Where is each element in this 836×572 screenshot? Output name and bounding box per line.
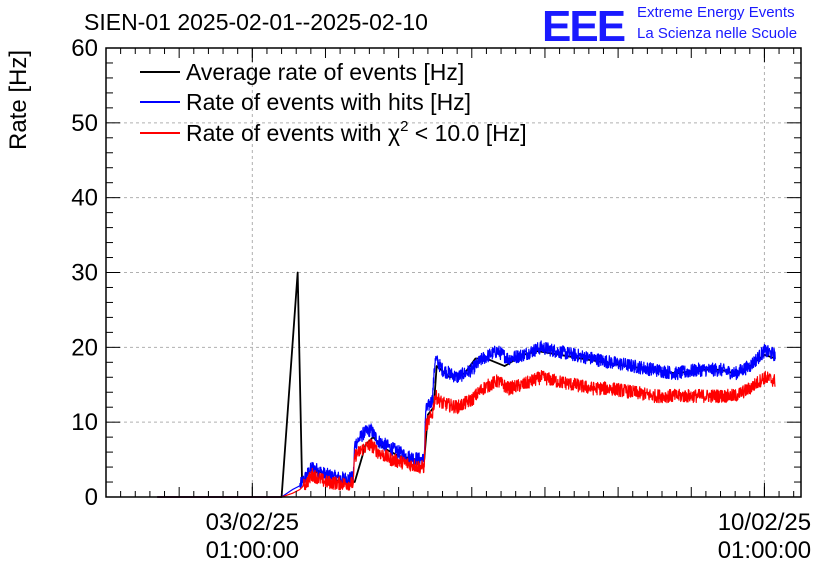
series-line-0 [157,271,776,498]
y-tick-label: 20 [71,334,98,361]
chart-legend: Average rate of events [Hz] Rate of event… [140,59,527,146]
y-tick-label: 40 [71,185,98,212]
series-line-2 [156,370,776,498]
y-tick-label: 0 [85,484,98,511]
logo-caption-line2: La Scienza nelle Scuole [637,25,798,42]
eee-logo: EEE [542,2,626,51]
legend-label-2: Rate of events with χ2 < 10.0 [Hz] [186,118,527,146]
chart-series [156,271,776,498]
x-tick-label-time: 01:00:00 [206,537,299,564]
x-tick-label-time: 01:00:00 [718,537,811,564]
y-tick-label: 30 [71,260,98,287]
legend-label-1: Rate of events with hits [Hz] [186,89,471,115]
chart-axes: 010203040506003/02/2501:00:0010/02/2501:… [71,35,811,564]
y-axis-label: Rate [Hz] [5,50,32,150]
plot-frame [105,47,802,498]
legend-label-0: Average rate of events [Hz] [186,59,464,85]
logo-caption-line1: Extreme Energy Events [637,4,795,21]
chart-grid [106,48,801,497]
y-tick-label: 50 [71,110,98,137]
y-tick-label: 60 [71,35,98,62]
chart-title: SIEN-01 2025-02-01--2025-02-10 [84,9,428,35]
x-tick-label-date: 10/02/25 [718,509,811,536]
series-line-1 [156,340,776,498]
x-tick-label-date: 03/02/25 [206,509,299,536]
y-tick-label: 10 [71,409,98,436]
